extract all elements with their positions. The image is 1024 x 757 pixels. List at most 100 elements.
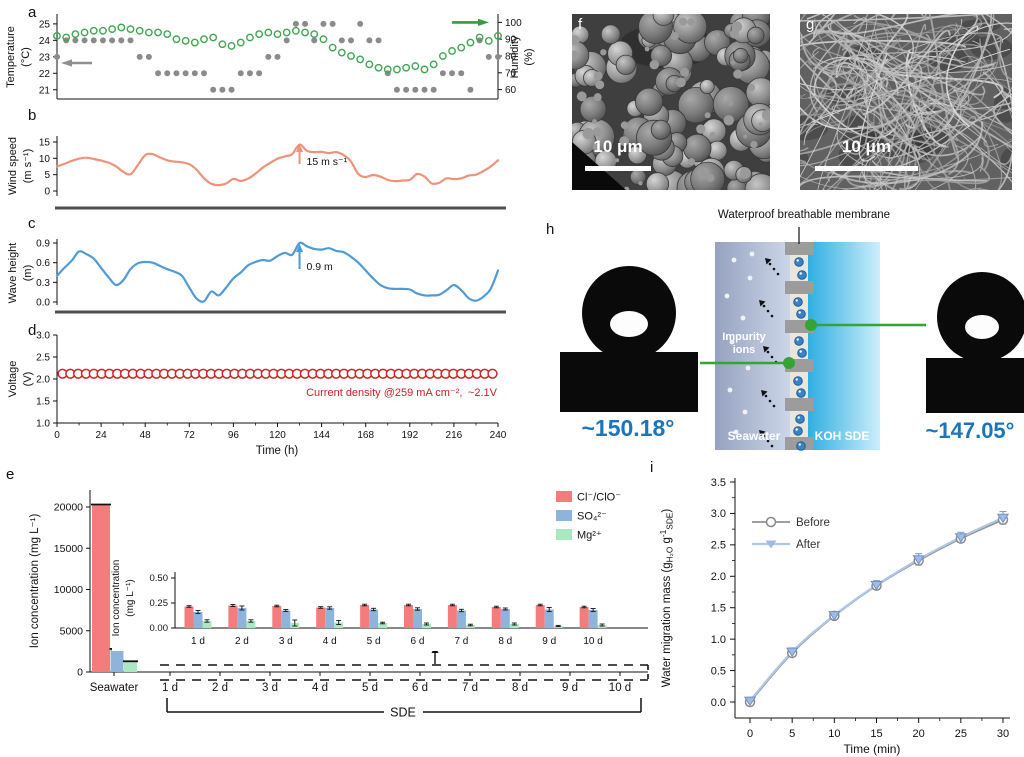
legend-swatch [556, 529, 572, 540]
panel-f-sem-image [572, 14, 770, 190]
panel-label-e: e [6, 466, 15, 483]
annotation-text: 15 m s⁻¹ [307, 156, 348, 168]
category-label: 7 d [462, 682, 478, 694]
sem-grain [723, 115, 734, 126]
koh-sde-box [808, 242, 880, 450]
y-axis-units: (V) [22, 372, 34, 387]
tick-label: 0.5 [711, 665, 726, 677]
inset-bar [579, 607, 589, 628]
inset-bar [325, 608, 335, 628]
inset-bar [413, 609, 422, 628]
sem-grain [761, 109, 770, 121]
humidity-point [236, 38, 245, 47]
temperature-point [99, 37, 106, 44]
droplet-highlight [799, 350, 802, 353]
data-line [55, 143, 500, 187]
inset-bar [237, 608, 247, 628]
humidity-point [466, 38, 475, 47]
temperature-point [439, 70, 446, 77]
temperature-point [283, 37, 290, 44]
sem-pore [841, 129, 884, 154]
temperature-point [430, 86, 437, 93]
humidity-point [393, 65, 401, 74]
temperature-point [458, 70, 465, 77]
tick-label: 70 [505, 68, 517, 79]
panel-label-g: g [806, 16, 815, 33]
sem-fiber [835, 62, 915, 129]
tick-label: 48 [140, 430, 152, 441]
inset-bar [509, 624, 519, 628]
humidity-point [438, 52, 447, 60]
category-label: 5 d [362, 682, 378, 694]
sem-grain [750, 140, 758, 149]
sem-fiber [857, 63, 923, 129]
inset-bar [588, 610, 598, 628]
sem-fiber [800, 27, 825, 40]
sem-grain [731, 21, 743, 33]
tick-label: 0.9 [36, 238, 50, 249]
inset-day-label: 1 d [191, 636, 205, 647]
temperature-point [155, 70, 162, 77]
humidity-point [108, 25, 117, 34]
water-droplet [793, 297, 803, 307]
tick-label: 5 [44, 170, 50, 181]
category-label: 1 d [162, 682, 178, 694]
category-label: Seawater [90, 682, 139, 694]
panel-label-f: f [578, 16, 583, 33]
humidity-point [420, 65, 429, 74]
y-axis-title: Wind speed [7, 137, 19, 195]
impurity-ion-dot [747, 275, 753, 281]
sem-sphere [650, 119, 671, 140]
sem-fiber [800, 17, 868, 178]
humidity-point [144, 28, 153, 37]
temperature-point [265, 53, 272, 60]
humidity-point [62, 33, 71, 42]
humidity-point [374, 63, 383, 72]
sem-grain [572, 50, 579, 60]
tick-label: 60 [505, 85, 517, 96]
tick-label: 144 [313, 430, 330, 441]
membrane-block [785, 398, 814, 411]
inset-bar [447, 605, 457, 628]
scale-bar-label-f: 10 μm [593, 137, 643, 156]
after-point [996, 513, 1010, 524]
sem-fiber [877, 122, 940, 145]
water-droplet [796, 309, 806, 319]
humidity-point [429, 60, 438, 69]
legend-swatch [556, 491, 572, 502]
panel-d-voltage-chart: 1.0 1.5 2.0 2.5 3.0 0 24 48 72 96 120 144 168 192 216 2… [7, 331, 507, 458]
tick-label: 5000 [60, 625, 84, 637]
sem-grain [727, 101, 734, 107]
tick-label: 3.0 [711, 508, 726, 520]
tick-label: 20000 [54, 502, 83, 514]
tick-label: 2.0 [36, 375, 50, 386]
arrow-dot [766, 350, 770, 354]
x-axis-title: Time (min) [844, 742, 901, 756]
humidity-point [154, 28, 162, 37]
tick-label: 2.5 [36, 353, 50, 364]
sem-fiber [824, 121, 983, 185]
sem-grain [619, 136, 629, 146]
tick-label: 10 [828, 728, 840, 740]
sem-fiber [862, 52, 1012, 149]
sem-fiber [817, 21, 938, 121]
droplet-highlight [796, 338, 799, 341]
panel-label-i: i [650, 459, 654, 476]
arrow-dot [768, 399, 772, 403]
sem-fiber [1002, 90, 1012, 99]
sem-grain [675, 77, 686, 88]
panel-c-wave-height-chart: 0.0 0.3 0.6 0.9 Wave height (m) 0.9 m [7, 238, 506, 314]
tick-label: 24 [39, 36, 51, 47]
humidity-point [135, 26, 144, 35]
humidity-point [282, 28, 291, 37]
voltage-point [487, 368, 498, 379]
sem-grain [600, 49, 607, 56]
temperature-point [311, 37, 318, 44]
temperature-point [412, 86, 419, 93]
before-line [749, 518, 1004, 703]
y-axis-title: Voltage [7, 361, 19, 398]
annotation-arrow-head [296, 244, 304, 252]
sem-fiber [800, 33, 856, 76]
category-label: 2 d [212, 682, 228, 694]
voltage-annotation: Current density @259 mA cm⁻², ~2.1V [306, 387, 498, 399]
